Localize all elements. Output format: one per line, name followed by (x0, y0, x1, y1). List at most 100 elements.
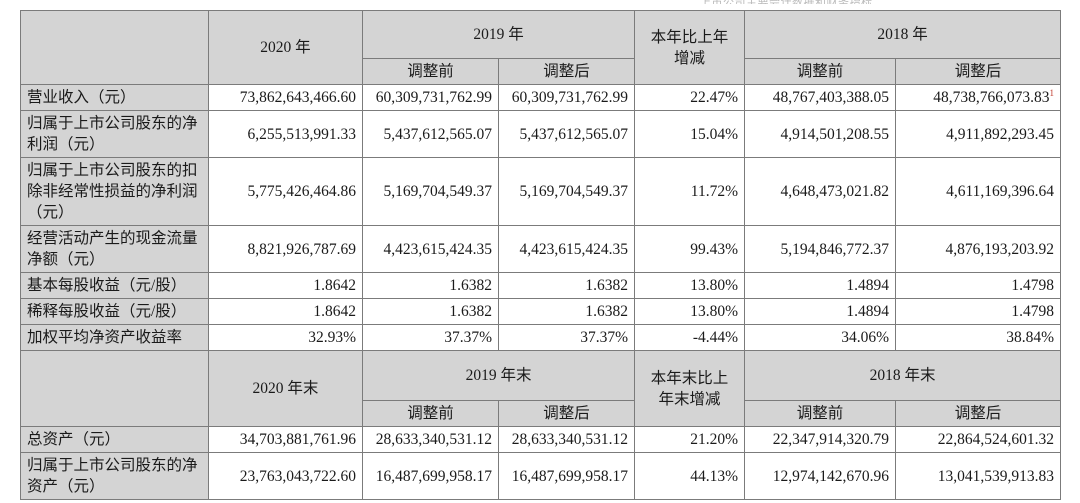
table-row: 归属于上市公司股东的扣除非经常性损益的净利润（元） 5,775,426,464.… (20, 157, 1062, 226)
cell-change: 13.80% (634, 298, 746, 325)
block2-header-row-sub: 调整前 调整后 调整前 调整后 (21, 400, 1062, 427)
cell-2019-before: 37.37% (362, 324, 499, 351)
cell-change: -4.44% (634, 324, 746, 351)
cell-2018-before: 1.4894 (744, 298, 897, 325)
block2-header-2019: 2019 年末 (361, 350, 636, 401)
cell-2019-before: 4,423,615,424.35 (362, 225, 499, 273)
cell-2020: 34,703,881,761.96 (208, 426, 363, 453)
cell-change: 44.13% (634, 452, 746, 500)
block1-subheader-2018-after: 调整后 (895, 58, 1062, 85)
cell-2019-after: 37.37% (497, 324, 636, 351)
table-row: 稀释每股收益（元/股） 1.8642 1.6382 1.6382 13.80% … (20, 298, 1062, 325)
cell-2020: 6,255,513,991.33 (208, 110, 363, 158)
block1-header-2018: 2018 年 (744, 10, 1062, 59)
block1-header-change-line2: 增减 (674, 49, 706, 67)
cell-2018-after: 1.4798 (895, 272, 1062, 299)
cell-2018-before: 22,347,914,320.79 (744, 426, 897, 453)
table-row: 经营活动产生的现金流量净额（元） 8,821,926,787.69 4,423,… (20, 225, 1062, 273)
cell-2019-after: 16,487,699,958.17 (497, 452, 636, 500)
footnote-marker-icon: 1 (1049, 87, 1055, 98)
block1-header-change: 本年比上年 增减 (634, 10, 746, 85)
block1-header-row-top: 2020 年 2019 年 本年比上年 增减 2018 年 (20, 10, 1062, 85)
cell-2019-before: 16,487,699,958.17 (362, 452, 499, 500)
cell-change: 13.80% (634, 272, 746, 299)
table-row: 营业收入（元） 73,862,643,466.60 60,309,731,762… (20, 84, 1062, 111)
cell-2019-before: 60,309,731,762.99 (362, 84, 499, 111)
cell-2020: 32.93% (208, 324, 363, 351)
cell-2020: 5,775,426,464.86 (208, 157, 363, 226)
table-row: 加权平均净资产收益率 32.93% 37.37% 37.37% -4.44% 3… (20, 324, 1062, 351)
block1-header-2019: 2019 年 (361, 10, 636, 59)
block2-header-2020: 2020 年末 (208, 350, 363, 427)
row-label: 营业收入（元） (20, 84, 209, 111)
cell-change: 21.20% (634, 426, 746, 453)
cell-2019-before: 1.6382 (362, 272, 499, 299)
block1-header-corner (20, 10, 209, 85)
block2-subheader-2018-before: 调整前 (744, 400, 897, 427)
cell-2018-after-value: 48,738,766,073.83 (933, 89, 1050, 106)
table-row: 归属于上市公司股东的净利润（元） 6,255,513,991.33 5,437,… (20, 110, 1062, 158)
block2-header-2018: 2018 年末 (744, 350, 1062, 401)
cell-2019-before: 5,437,612,565.07 (362, 110, 499, 158)
cell-2019-after: 5,169,704,549.37 (497, 157, 636, 226)
block2-subheader-2019-after: 调整后 (497, 400, 636, 427)
block2-header-change-line2: 年末增减 (658, 390, 721, 408)
cell-2020: 23,763,043,722.60 (208, 452, 363, 500)
cell-2020: 1.8642 (208, 272, 363, 299)
cell-change: 15.04% (634, 110, 746, 158)
row-label: 基本每股收益（元/股） (20, 272, 209, 299)
cell-2019-before: 5,169,704,549.37 (362, 157, 499, 226)
block1-header-2020: 2020 年 (208, 10, 363, 85)
cell-2018-before: 4,914,501,208.55 (744, 110, 897, 158)
cell-2019-after: 60,309,731,762.99 (497, 84, 636, 111)
cell-2018-before: 4,648,473,021.82 (744, 157, 897, 226)
cell-2018-after: 4,911,892,293.45 (895, 110, 1062, 158)
cell-change: 99.43% (634, 225, 746, 273)
cell-2018-before: 5,194,846,772.37 (744, 225, 897, 273)
cell-2018-before: 48,767,403,388.05 (744, 84, 897, 111)
cell-change: 11.72% (634, 157, 746, 226)
block2-subheader-2019-before: 调整前 (362, 400, 499, 427)
row-label: 加权平均净资产收益率 (20, 324, 209, 351)
cell-2019-after: 5,437,612,565.07 (497, 110, 636, 158)
financial-summary-table-container: 2020 年 2019 年 本年比上年 增减 2018 年 调整前 调整后 调整… (20, 10, 1062, 500)
cell-change: 22.47% (634, 84, 746, 111)
block1-subheader-2018-before: 调整前 (744, 58, 897, 85)
financial-summary-table: 2020 年 2019 年 本年比上年 增减 2018 年 调整前 调整后 调整… (20, 10, 1062, 500)
cell-2020: 1.8642 (208, 298, 363, 325)
cell-2019-before: 28,633,340,531.12 (362, 426, 499, 453)
cell-2018-after: 38.84% (895, 324, 1062, 351)
cell-2019-after: 4,423,615,424.35 (497, 225, 636, 273)
cell-2018-after: 22,864,524,601.32 (895, 426, 1062, 453)
cell-2020: 8,821,926,787.69 (208, 225, 363, 273)
block1-header-row-sub: 调整前 调整后 调整前 调整后 (21, 58, 1062, 85)
cell-2018-after: 48,738,766,073.831 (895, 84, 1062, 111)
block1-subheader-2019-after: 调整后 (497, 58, 636, 85)
row-label: 经营活动产生的现金流量净额（元） (20, 225, 209, 273)
block1-header-change-line1: 本年比上年 (650, 28, 729, 46)
cell-2019-before: 1.6382 (362, 298, 499, 325)
block1-subheader-2019-before: 调整前 (362, 58, 499, 85)
row-label: 总资产（元） (20, 426, 209, 453)
clipped-heading-text: 上市公司主要会计数据和财务指标 (700, 0, 1080, 4)
cell-2019-after: 1.6382 (497, 298, 636, 325)
block2-header-corner (20, 350, 209, 427)
cell-2019-after: 1.6382 (497, 272, 636, 299)
cell-2018-after: 4,611,169,396.64 (895, 157, 1062, 226)
row-label: 归属于上市公司股东的净利润（元） (20, 110, 209, 158)
block2-header-change-line1: 本年末比上 (650, 369, 729, 387)
row-label: 归属于上市公司股东的净资产（元） (20, 452, 209, 500)
table-row: 基本每股收益（元/股） 1.8642 1.6382 1.6382 13.80% … (20, 272, 1062, 299)
table-row: 归属于上市公司股东的净资产（元） 23,763,043,722.60 16,48… (20, 452, 1062, 500)
cell-2020: 73,862,643,466.60 (208, 84, 363, 111)
row-label: 稀释每股收益（元/股） (20, 298, 209, 325)
cell-2018-before: 12,974,142,670.96 (744, 452, 897, 500)
row-label: 归属于上市公司股东的扣除非经常性损益的净利润（元） (20, 157, 209, 226)
cell-2018-after: 13,041,539,913.83 (895, 452, 1062, 500)
cell-2018-before: 34.06% (744, 324, 897, 351)
block2-header-row-top: 2020 年末 2019 年末 本年末比上 年末增减 2018 年末 (20, 350, 1062, 427)
block2-header-change: 本年末比上 年末增减 (634, 350, 746, 427)
table-row: 总资产（元） 34,703,881,761.96 28,633,340,531.… (20, 426, 1062, 453)
cell-2019-after: 28,633,340,531.12 (497, 426, 636, 453)
